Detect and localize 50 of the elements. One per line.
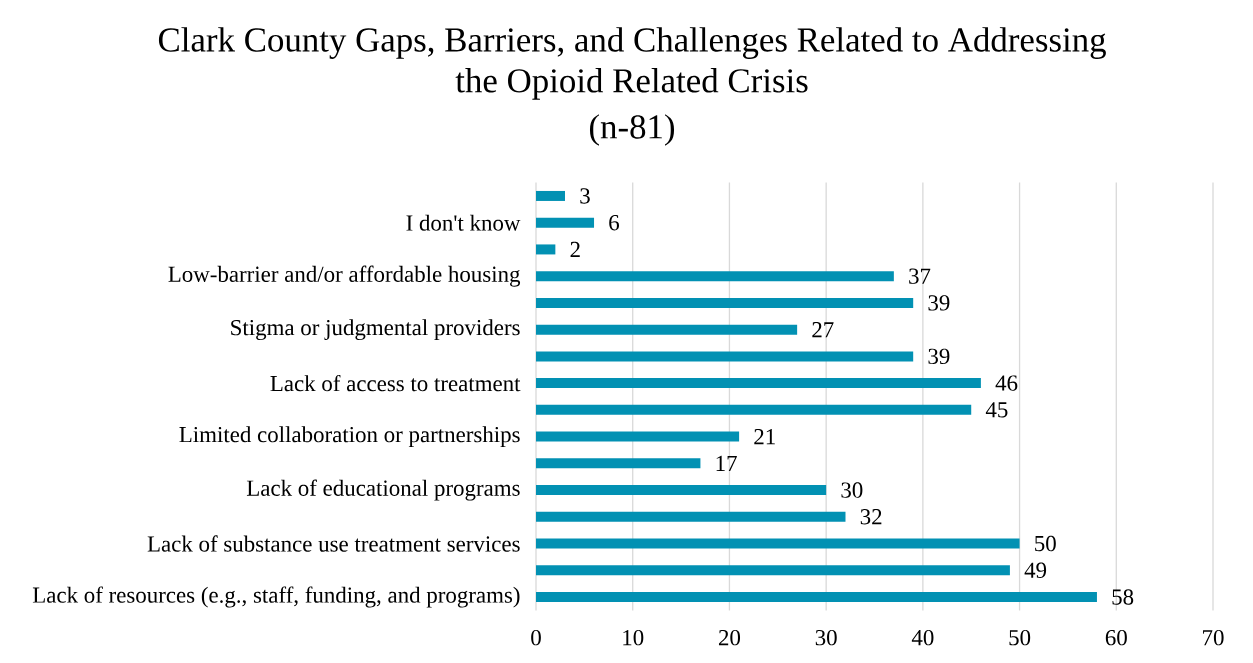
- data-label: 2: [570, 241, 580, 258]
- y-tick-label: Lack of substance use treatment services: [147, 535, 520, 552]
- data-label: 58: [1112, 589, 1134, 605]
- data-label: 32: [860, 509, 882, 525]
- x-tick-label: 10: [623, 629, 644, 646]
- x-tick-label: 60: [1105, 629, 1127, 646]
- y-tick-label: Limited collaboration or partnerships: [179, 426, 520, 447]
- bar: [536, 592, 1097, 603]
- data-label: 45: [985, 402, 1008, 418]
- data-label: 37: [909, 268, 931, 284]
- x-tick-label: 20: [718, 629, 741, 646]
- bar: [536, 271, 894, 282]
- bar: [536, 485, 827, 496]
- x-tick-label: 40: [911, 629, 934, 646]
- data-label: 17: [716, 455, 737, 471]
- bar: [536, 458, 701, 469]
- bar: [536, 190, 566, 201]
- y-tick-label: Lack of resources (e.g., staff, funding, and programs): [32, 586, 520, 608]
- bar: [536, 324, 798, 335]
- x-tick-label: 70: [1203, 629, 1224, 646]
- bar: [536, 378, 981, 389]
- data-label: 6: [609, 215, 620, 231]
- data-label: 39: [928, 295, 950, 311]
- bar: [536, 511, 846, 522]
- y-tick-label: Low-barrier and/or affordable housing: [168, 265, 521, 287]
- data-label: 27: [812, 322, 834, 338]
- bar: [536, 217, 595, 228]
- y-tick-label: Lack of educational programs: [246, 479, 520, 501]
- y-tick-label: Stigma or judgmental providers: [231, 319, 520, 341]
- bar: [536, 431, 740, 442]
- data-label: 30: [841, 482, 863, 498]
- data-label: 39: [928, 348, 950, 365]
- data-label: 21: [754, 429, 775, 445]
- x-tick-label: 0: [531, 629, 541, 646]
- x-tick-label: 30: [815, 629, 837, 646]
- x-tick-label: 50: [1009, 629, 1031, 646]
- bar: [536, 565, 1010, 576]
- bar: [536, 297, 914, 308]
- bar: [536, 244, 556, 255]
- data-label: 46: [995, 375, 1018, 391]
- bar: [536, 404, 972, 415]
- y-tick-label: Lack of access to treatment: [270, 374, 521, 392]
- y-tick-label: I don't know: [406, 214, 521, 231]
- chart-title: Clark County Gaps, Barriers, and Challenges Related to Addressing the Opioid Related Crisis: [158, 27, 1106, 100]
- data-label: 3: [580, 188, 590, 204]
- bar: [536, 538, 1020, 549]
- bar: [536, 351, 914, 362]
- data-label: 49: [1024, 562, 1047, 578]
- chart-subtitle: (n-81): [589, 114, 675, 146]
- data-label: 50: [1035, 535, 1056, 552]
